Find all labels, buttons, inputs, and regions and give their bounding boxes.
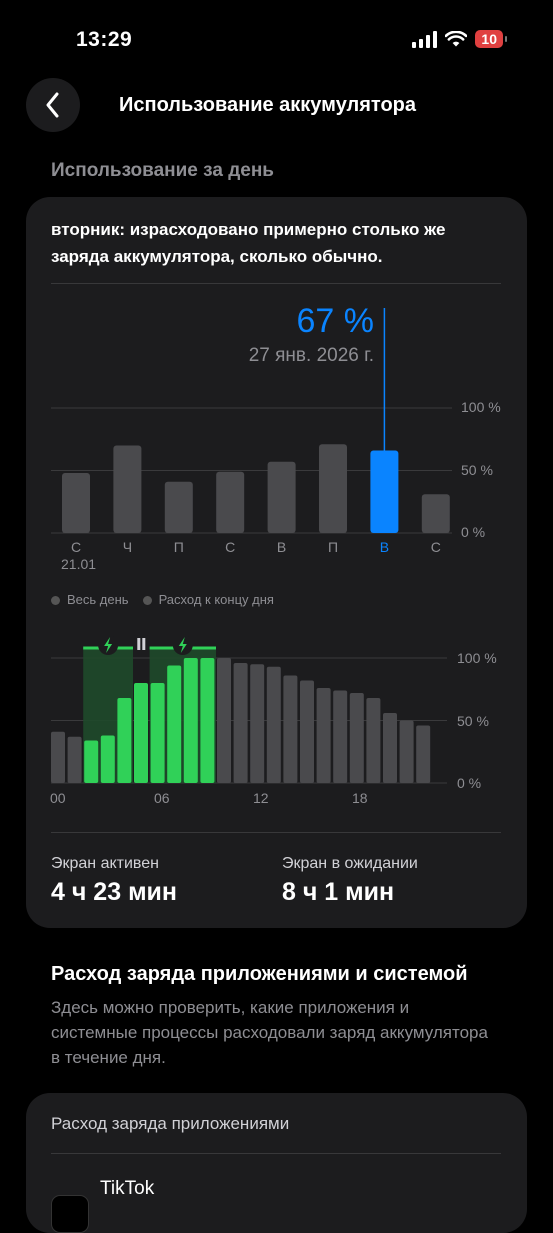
legend-all-day: Весь день xyxy=(51,592,129,607)
hour-label-06: 06 xyxy=(154,790,170,806)
status-time: 13:29 xyxy=(76,28,133,51)
apps-section-description: Здесь можно проверить, какие приложения … xyxy=(51,998,488,1067)
selected-date: 27 янв. 2026 г. xyxy=(248,345,374,366)
divider xyxy=(51,1153,501,1154)
day-label: П xyxy=(327,539,339,555)
lightning-icon xyxy=(178,637,187,653)
status-icons: 10 xyxy=(412,30,507,48)
hourly-bar xyxy=(84,740,99,783)
day-label: П xyxy=(173,539,184,555)
battery-icon: 10 xyxy=(475,30,507,48)
daily-bar[interactable] xyxy=(164,481,193,533)
gridline-label-50: 50 % xyxy=(461,462,493,478)
hourly-bar xyxy=(283,675,298,783)
day-label: С xyxy=(225,539,236,555)
hourly-battery-chart[interactable] xyxy=(0,600,553,810)
hourly-bar xyxy=(266,666,281,783)
divider xyxy=(51,283,501,284)
wifi-icon xyxy=(445,30,468,46)
divider xyxy=(51,832,501,833)
screen-idle-value: 8 ч 1 мин xyxy=(282,878,395,906)
pause-icon-bg xyxy=(133,635,150,653)
hour-label-12: 12 xyxy=(253,790,269,806)
day-label: С xyxy=(430,539,441,555)
chart-legend: Весь день Расход к концу дня xyxy=(51,592,274,607)
pause-icon xyxy=(137,638,141,650)
selected-percent: 67 % xyxy=(296,302,375,340)
hourly-bar xyxy=(399,720,414,783)
legend-dot xyxy=(142,596,152,606)
daily-bar[interactable] xyxy=(319,444,347,533)
hourly-bar xyxy=(250,664,265,783)
hourly-bar xyxy=(134,683,148,783)
hourly-bar xyxy=(300,680,314,783)
legend-dot xyxy=(51,596,60,606)
daily-bar[interactable] xyxy=(113,445,142,534)
day-label: С xyxy=(70,539,82,555)
gridline-label-0: 0 % xyxy=(461,524,486,540)
hourly-bar xyxy=(117,698,132,783)
page-title: Использование аккумулятора xyxy=(119,94,417,116)
gridline-label-100: 100 % xyxy=(461,399,501,415)
pause-icon xyxy=(142,638,146,650)
back-button[interactable] xyxy=(26,78,80,132)
daily-usage-chart[interactable] xyxy=(0,0,553,600)
hourly-gridline-label-50: 50 % xyxy=(457,713,489,729)
section-title: Использование за день xyxy=(51,160,274,181)
cellular-signal-icon xyxy=(412,30,438,48)
hour-label-00: 00 xyxy=(50,790,66,806)
hourly-gridline-label-0: 0 % xyxy=(457,775,482,791)
legend-end-of-day: Расход к концу дня xyxy=(142,592,274,607)
daily-bar[interactable] xyxy=(267,461,296,533)
hour-label-18: 18 xyxy=(352,790,368,806)
day-label: Ч xyxy=(122,539,133,555)
legend-end-of-day-label: Расход к концу дня xyxy=(158,592,274,607)
hourly-bar xyxy=(67,736,82,783)
apps-card-title: Расход заряда приложениями xyxy=(51,1114,290,1133)
hourly-gridline-label-100: 100 % xyxy=(457,650,497,666)
app-row-tiktok[interactable]: TikTok xyxy=(100,1178,155,1199)
hourly-bar xyxy=(233,663,248,783)
daily-bar[interactable] xyxy=(216,471,245,533)
screen-idle-label: Экран в ожидании xyxy=(282,855,418,872)
hourly-bar xyxy=(416,725,431,783)
hourly-bar xyxy=(183,658,198,783)
daily-bar[interactable] xyxy=(421,494,450,533)
first-day-date: 21.01 xyxy=(61,556,97,572)
hourly-bar xyxy=(349,693,364,783)
hourly-bar xyxy=(167,665,182,783)
daily-bar[interactable] xyxy=(62,473,90,533)
hourly-bar xyxy=(366,698,381,783)
apps-section-title: Расход заряда приложениями и системой xyxy=(51,963,468,985)
legend-all-day-label: Весь день xyxy=(67,592,129,607)
tiktok-app-icon xyxy=(51,1195,89,1233)
hourly-bar xyxy=(51,731,65,783)
lightning-icon xyxy=(104,637,113,653)
hourly-bar xyxy=(100,735,115,783)
screen-active-value: 4 ч 23 мин xyxy=(51,878,178,906)
hourly-bar xyxy=(150,683,165,783)
hourly-bar xyxy=(200,658,215,783)
day-label: В xyxy=(276,539,287,555)
chevron-left-icon xyxy=(46,92,59,118)
daily-bar[interactable] xyxy=(370,450,399,534)
usage-card xyxy=(26,197,527,928)
hourly-bar xyxy=(333,690,348,783)
summary-text: вторник: израсходовано примерно столько … xyxy=(51,220,446,266)
hourly-bar xyxy=(383,713,397,783)
hourly-bar xyxy=(316,688,331,783)
hourly-bar xyxy=(217,658,231,783)
screen-active-label: Экран активен xyxy=(51,855,159,872)
day-label: В xyxy=(379,539,390,555)
